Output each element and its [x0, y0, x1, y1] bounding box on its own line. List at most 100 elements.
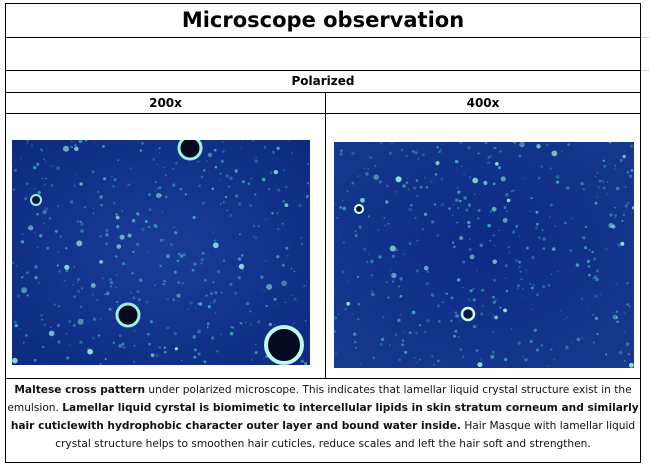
- speckle: [304, 320, 307, 322]
- micrograph: [12, 140, 310, 365]
- speckle: [608, 222, 614, 229]
- speckle: [494, 147, 497, 149]
- speckle: [213, 148, 217, 152]
- speckle: [26, 294, 29, 297]
- speckle: [556, 271, 559, 273]
- speckle: [436, 304, 441, 308]
- speckle: [57, 251, 59, 253]
- speckle: [435, 161, 440, 166]
- speckle: [147, 225, 151, 229]
- speckle: [419, 358, 422, 361]
- speckle: [164, 174, 167, 177]
- speckle: [117, 159, 120, 161]
- speckle: [588, 307, 590, 310]
- bubble: [30, 194, 42, 206]
- speckle: [569, 249, 572, 252]
- speckle: [21, 287, 28, 294]
- speckle: [229, 213, 233, 217]
- speckle: [518, 235, 520, 237]
- speckle: [64, 264, 70, 270]
- speckle: [609, 163, 611, 165]
- speckle: [369, 156, 373, 159]
- speckle: [423, 330, 427, 334]
- speckle: [505, 289, 508, 293]
- speckle: [384, 224, 386, 227]
- speckle: [518, 265, 521, 269]
- speckle: [250, 358, 254, 361]
- speckle: [232, 326, 235, 329]
- speckle: [519, 270, 522, 273]
- speckle: [200, 257, 204, 262]
- speckle: [395, 248, 399, 252]
- speckle: [155, 353, 159, 358]
- speckle: [591, 250, 594, 253]
- speckle: [436, 145, 439, 149]
- speckle: [487, 161, 490, 165]
- speckle: [453, 204, 455, 206]
- speckle: [408, 242, 412, 245]
- speckle: [533, 328, 537, 332]
- speckle: [265, 260, 267, 262]
- speckle: [582, 188, 585, 191]
- speckle: [198, 184, 201, 188]
- speckle: [179, 187, 183, 191]
- speckle: [364, 167, 366, 170]
- speckle: [76, 219, 80, 223]
- speckle: [615, 186, 620, 191]
- speckle: [99, 363, 102, 365]
- speckle: [43, 158, 45, 160]
- speckle: [627, 353, 631, 356]
- speckle: [492, 182, 496, 185]
- speckle: [454, 315, 457, 318]
- speckle: [135, 242, 140, 247]
- speckle: [304, 362, 308, 365]
- speckle: [554, 225, 556, 228]
- micrograph: [334, 142, 634, 368]
- speckle: [408, 331, 412, 335]
- speckle: [12, 261, 14, 264]
- speckle: [461, 165, 463, 168]
- speckle: [499, 306, 502, 309]
- speckle: [155, 192, 162, 199]
- speckle: [203, 360, 207, 364]
- speckle: [266, 283, 273, 290]
- speckle: [253, 235, 255, 238]
- speckle: [235, 194, 239, 198]
- speckle: [159, 152, 161, 154]
- speckle: [549, 348, 553, 351]
- speckle: [580, 181, 584, 186]
- speckle: [164, 195, 168, 199]
- speckle: [250, 323, 252, 326]
- speckle: [456, 278, 461, 282]
- speckle: [542, 284, 546, 289]
- speckle: [98, 334, 101, 337]
- speckle: [616, 142, 619, 143]
- speckle: [479, 243, 484, 248]
- speckle: [147, 332, 150, 336]
- speckle: [63, 145, 69, 152]
- speckle: [79, 182, 83, 186]
- speckle: [14, 323, 18, 328]
- speckle: [286, 255, 289, 257]
- speckle: [128, 236, 131, 238]
- speckle: [93, 207, 95, 209]
- speckle: [416, 361, 418, 363]
- speckle: [370, 290, 374, 294]
- speckle: [492, 234, 495, 237]
- speckle: [91, 293, 94, 296]
- speckle: [477, 209, 481, 212]
- border: [640, 3, 641, 463]
- speckle: [290, 267, 293, 270]
- speckle: [505, 192, 509, 197]
- speckle: [510, 190, 513, 193]
- speckle: [212, 231, 215, 234]
- speckle: [300, 359, 304, 363]
- speckle: [383, 217, 386, 219]
- speckle: [207, 326, 209, 329]
- speckle: [268, 322, 272, 326]
- speckle: [260, 275, 264, 279]
- border: [325, 92, 326, 378]
- speckle: [425, 186, 429, 189]
- speckle: [219, 172, 222, 175]
- speckle: [500, 176, 506, 182]
